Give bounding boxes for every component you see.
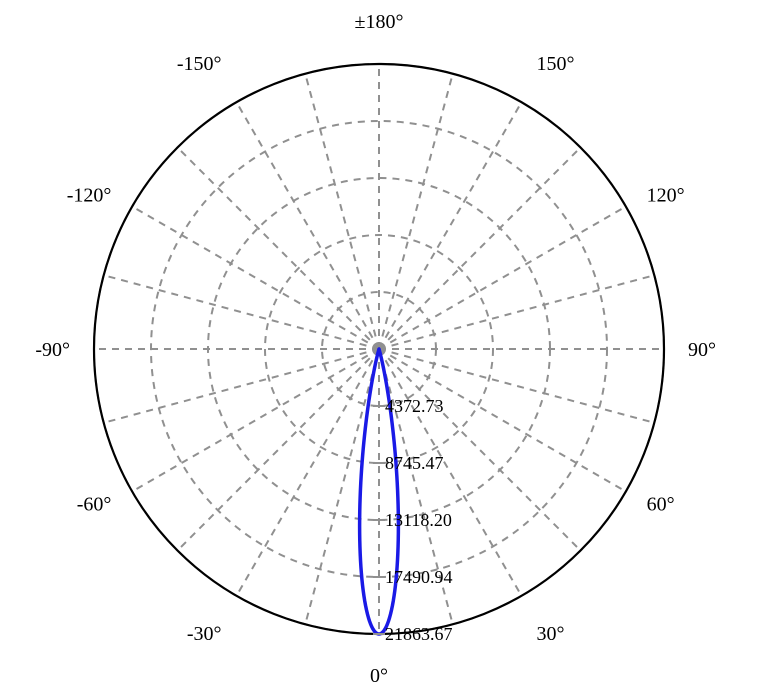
angle-tick-label: 30° — [537, 623, 565, 645]
angle-tick-label: 90° — [688, 339, 716, 361]
angle-tick-label: 60° — [647, 494, 675, 516]
radial-tick-label: 13118.20 — [385, 510, 452, 530]
polar-chart: 4372.73 8745.47 13118.20 17490.94 21863.67 ±1… — [0, 0, 759, 698]
angle-tick-label: -150° — [177, 53, 222, 75]
radial-tick-label: 17490.94 — [385, 567, 453, 587]
angle-tick-label: 150° — [537, 53, 575, 75]
angle-tick-label: -30° — [187, 623, 222, 645]
angle-tick-label: ±180° — [355, 11, 404, 33]
angle-tick-label: -120° — [67, 185, 112, 207]
radial-tick-label: 21863.67 — [385, 624, 453, 644]
angle-tick-label: -90° — [35, 339, 70, 361]
angle-tick-label: -60° — [77, 494, 112, 516]
radial-tick-label: 4372.73 — [385, 396, 444, 416]
angle-tick-label: 0° — [370, 665, 388, 687]
angle-tick-label: 120° — [647, 185, 685, 207]
radial-tick-label: 8745.47 — [385, 453, 444, 473]
